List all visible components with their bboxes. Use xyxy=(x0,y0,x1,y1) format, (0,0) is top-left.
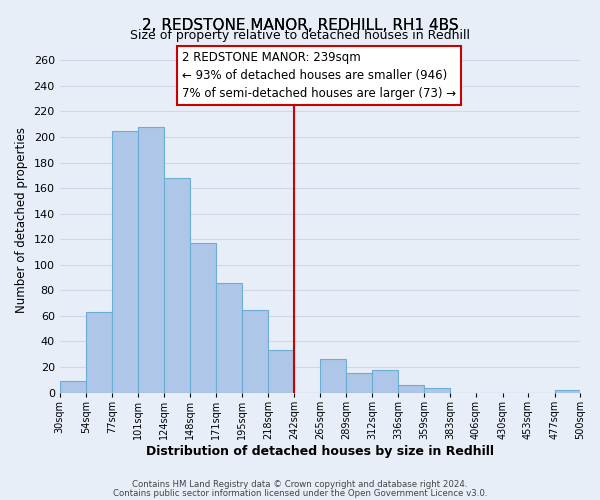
X-axis label: Distribution of detached houses by size in Redhill: Distribution of detached houses by size … xyxy=(146,444,494,458)
Bar xyxy=(346,374,372,392)
Text: Contains public sector information licensed under the Open Government Licence v3: Contains public sector information licen… xyxy=(113,488,487,498)
Text: 2, REDSTONE MANOR, REDHILL, RH1 4BS: 2, REDSTONE MANOR, REDHILL, RH1 4BS xyxy=(142,18,458,32)
Bar xyxy=(554,390,580,392)
Bar xyxy=(372,370,398,392)
Bar xyxy=(424,388,451,392)
Bar xyxy=(138,127,164,392)
Bar xyxy=(190,243,216,392)
Bar xyxy=(86,312,112,392)
Bar xyxy=(320,360,346,392)
Text: 2, REDSTONE MANOR, REDHILL, RH1 4BS: 2, REDSTONE MANOR, REDHILL, RH1 4BS xyxy=(142,18,458,32)
Bar xyxy=(268,350,295,393)
Bar xyxy=(164,178,190,392)
Bar xyxy=(216,282,242,393)
Bar xyxy=(242,310,268,392)
Bar xyxy=(112,130,138,392)
Text: Contains HM Land Registry data © Crown copyright and database right 2024.: Contains HM Land Registry data © Crown c… xyxy=(132,480,468,489)
Text: Size of property relative to detached houses in Redhill: Size of property relative to detached ho… xyxy=(130,28,470,42)
Y-axis label: Number of detached properties: Number of detached properties xyxy=(15,127,28,313)
Bar xyxy=(59,381,86,392)
Bar xyxy=(398,385,424,392)
Text: 2 REDSTONE MANOR: 239sqm
← 93% of detached houses are smaller (946)
7% of semi-d: 2 REDSTONE MANOR: 239sqm ← 93% of detach… xyxy=(182,51,456,100)
